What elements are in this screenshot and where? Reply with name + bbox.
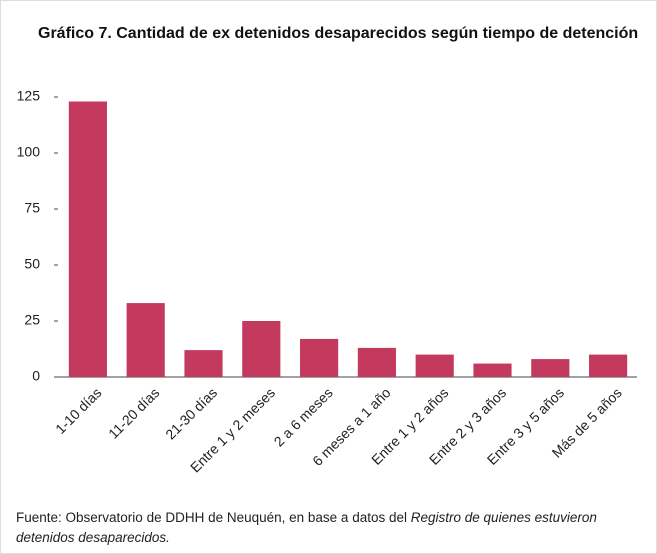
bar	[473, 363, 512, 377]
source-note: Fuente: Observatorio de DDHH de Neuquén,…	[16, 508, 646, 548]
bar	[531, 359, 570, 377]
y-tick-label: 125	[17, 88, 41, 104]
bar	[68, 101, 107, 377]
x-tick-label: 11-20 días	[105, 384, 162, 441]
x-tick-label: 1-10 días	[52, 384, 105, 437]
bar	[242, 321, 281, 377]
bar	[300, 338, 339, 377]
x-tick-label: 21-30 días	[162, 384, 220, 442]
bar	[126, 303, 165, 377]
bar	[184, 350, 223, 377]
bar	[357, 347, 396, 377]
bar	[589, 354, 628, 377]
y-tick-label: 25	[24, 312, 40, 328]
source-text: Fuente: Observatorio de DDHH de Neuquén,…	[16, 510, 407, 525]
y-tick-label: 100	[17, 144, 41, 160]
chart-title: Gráfico 7. Cantidad de ex detenidos desa…	[38, 25, 638, 42]
y-tick-label: 75	[24, 200, 40, 216]
source-italic: Registro de quienes estuvieron detenidos…	[16, 510, 597, 545]
y-tick-label: 0	[32, 368, 40, 384]
bar	[415, 354, 454, 377]
y-tick-label: 50	[24, 256, 40, 272]
